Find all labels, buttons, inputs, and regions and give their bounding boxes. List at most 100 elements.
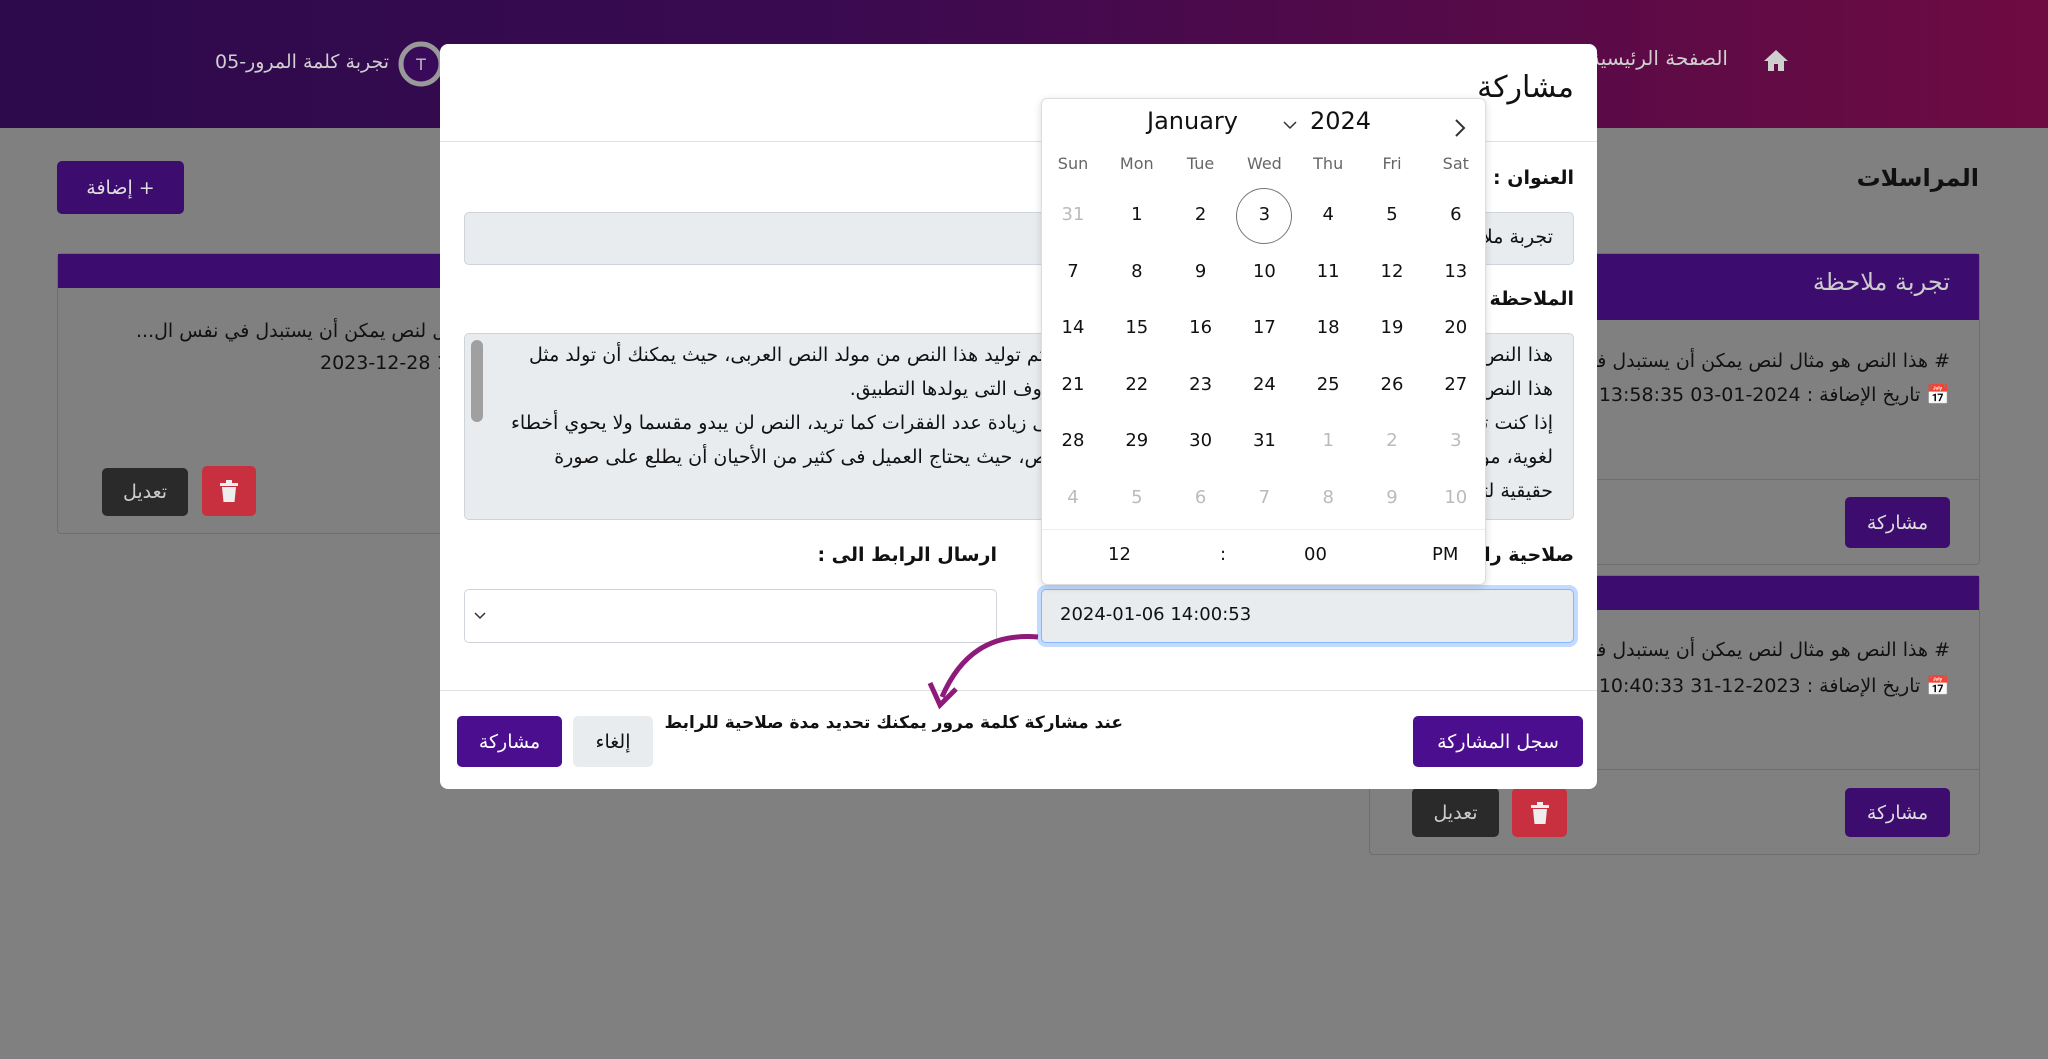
date-label: تاريخ الإضافة : [1806, 384, 1921, 406]
day[interactable]: 9 [1386, 486, 1398, 508]
time-separator: : [1220, 544, 1227, 565]
card-date: 2023-12-31 10:40:33 [1598, 675, 1801, 697]
weekday: Sun [1057, 154, 1089, 173]
day[interactable]: 20 [1444, 317, 1468, 338]
hint: عند مشاركة كلمة مرور يمكنك تحديد مدة صلا… [664, 713, 1123, 733]
weekday: Mon [1119, 154, 1154, 173]
day[interactable]: 8 [1322, 486, 1334, 508]
weekday: Wed [1246, 154, 1282, 173]
day[interactable]: 8 [1131, 260, 1143, 282]
card-date-line: 📅 تاريخ الإضافة : 2023-12-31 10:40:33 [1598, 675, 1950, 697]
field-label: ارسال الرابط الى : [817, 544, 997, 566]
selected-circle [1236, 188, 1293, 244]
divider [440, 690, 1597, 691]
day[interactable]: 7 [1258, 486, 1271, 508]
cancel-button[interactable]: إلغاء [573, 716, 653, 767]
day[interactable]: 16 [1189, 317, 1213, 338]
divider [440, 141, 1597, 142]
datepicker: January 2024 12 : 00 PM Sun Mon Tue Wed Thu F… [1041, 98, 1486, 585]
add-button[interactable]: إضافة + [57, 161, 184, 214]
modal-title: مشاركة [1477, 70, 1574, 105]
trash-icon [1530, 801, 1549, 824]
day[interactable]: 18 [1316, 317, 1340, 338]
day[interactable]: 21 [1061, 373, 1085, 395]
day[interactable]: 27 [1444, 373, 1468, 395]
year[interactable]: 2024 [1310, 107, 1372, 135]
trash-icon [220, 480, 238, 502]
field-label: العنوان : [1493, 167, 1574, 189]
day[interactable]: 26 [1380, 373, 1404, 395]
day[interactable]: 28 [1061, 430, 1085, 451]
day[interactable]: 17 [1252, 317, 1276, 338]
log-button[interactable]: سجل المشاركة [1413, 716, 1583, 767]
day[interactable]: 24 [1252, 373, 1276, 395]
day[interactable]: 2 [1386, 430, 1398, 451]
day[interactable]: 7 [1067, 260, 1079, 282]
day[interactable]: 15 [1125, 317, 1149, 338]
divider [1042, 529, 1485, 530]
svg-text:T: T [415, 55, 426, 74]
day[interactable]: 4 [1067, 486, 1079, 508]
day[interactable]: 23 [1189, 373, 1213, 395]
divider [1593, 479, 1979, 480]
edit-button[interactable]: تعديل [1412, 788, 1499, 837]
share-button[interactable]: مشاركة [1845, 497, 1950, 548]
day[interactable]: 9 [1194, 260, 1207, 282]
day[interactable]: 3 [1450, 430, 1462, 451]
weekday: Sat [1442, 154, 1469, 173]
delete-button[interactable] [202, 466, 256, 516]
hour[interactable]: 12 [1108, 544, 1131, 565]
card-text-line: # هذا النص هو مثال لنص يمكن أن يستبدل في… [1492, 639, 1950, 661]
share-button[interactable]: مشاركة [457, 716, 562, 767]
share-button[interactable]: مشاركة [1845, 788, 1950, 837]
day[interactable]: 31 [1252, 430, 1276, 451]
day[interactable]: 25 [1316, 373, 1340, 395]
day[interactable]: 14 [1061, 317, 1085, 338]
day[interactable]: 19 [1380, 317, 1404, 338]
card-title: تجربة ملاحظة [1812, 268, 1950, 296]
day[interactable]: 31 [1061, 204, 1085, 225]
day[interactable]: 22 [1125, 373, 1149, 395]
day[interactable]: 6 [1194, 486, 1207, 508]
day[interactable]: 5 [1386, 204, 1398, 225]
card-date-line: 📅 تاريخ الإضافة : 2024-01-03 13:58:35 [1598, 384, 1950, 406]
send-select[interactable] [464, 589, 997, 643]
day[interactable]: 29 [1125, 430, 1149, 451]
minute[interactable]: 00 [1304, 544, 1327, 565]
edit-button[interactable]: تعديل [102, 468, 188, 516]
day[interactable]: 12 [1380, 260, 1404, 282]
day[interactable]: 4 [1322, 204, 1334, 225]
user-logo: T [398, 41, 444, 87]
next-month[interactable] [1452, 117, 1468, 139]
card-header [1593, 254, 1979, 320]
card-text: هذا النص هو مثال لنص يمكن أن يستبدل في ن… [1492, 639, 1929, 661]
weekday: Tue [1186, 154, 1215, 173]
home-icon [1764, 50, 1788, 71]
nav-user[interactable]: تجربة كلمة المرور-05 [215, 51, 390, 73]
delete-button[interactable] [1512, 788, 1567, 837]
day[interactable]: 5 [1131, 486, 1143, 508]
date-label: تاريخ الإضافة : [1806, 675, 1921, 697]
scrollbar [471, 340, 483, 422]
chevron [1283, 121, 1297, 130]
month[interactable]: January [1147, 107, 1238, 135]
day[interactable]: 10 [1444, 486, 1468, 508]
weekday: Thu [1313, 154, 1344, 173]
day[interactable]: 1 [1322, 430, 1334, 451]
card-text: هذا النص هو مثال لنص يمكن أن يستبدل في ن… [1492, 350, 1929, 372]
day[interactable]: 11 [1316, 260, 1340, 282]
day[interactable]: 13 [1444, 260, 1468, 282]
day[interactable]: 10 [1252, 260, 1276, 282]
card-date: 2023-12-28 13: [320, 352, 468, 374]
day[interactable]: 6 [1450, 204, 1462, 225]
day[interactable]: 2 [1194, 204, 1207, 225]
day[interactable]: 1 [1131, 204, 1143, 225]
chevron [474, 612, 486, 620]
day[interactable]: 30 [1189, 430, 1213, 451]
period[interactable]: PM [1432, 544, 1459, 565]
date-input[interactable]: 2024-01-06 14:00:53 [1041, 589, 1574, 643]
nav-home[interactable]: الصفحة الرئيسية [1590, 46, 1728, 70]
hint-arrow [927, 634, 1039, 710]
card-text-line: # هذا النص هو مثال لنص يمكن أن يستبدل في… [1492, 350, 1950, 372]
